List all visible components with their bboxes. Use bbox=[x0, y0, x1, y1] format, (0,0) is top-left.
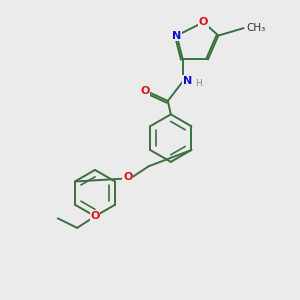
Text: CH₃: CH₃ bbox=[246, 22, 265, 32]
Text: O: O bbox=[90, 211, 100, 221]
Text: O: O bbox=[123, 172, 132, 182]
Text: H: H bbox=[195, 79, 202, 88]
Text: N: N bbox=[183, 76, 192, 86]
Text: O: O bbox=[140, 86, 150, 96]
Text: N: N bbox=[172, 31, 182, 40]
Text: O: O bbox=[199, 17, 208, 27]
